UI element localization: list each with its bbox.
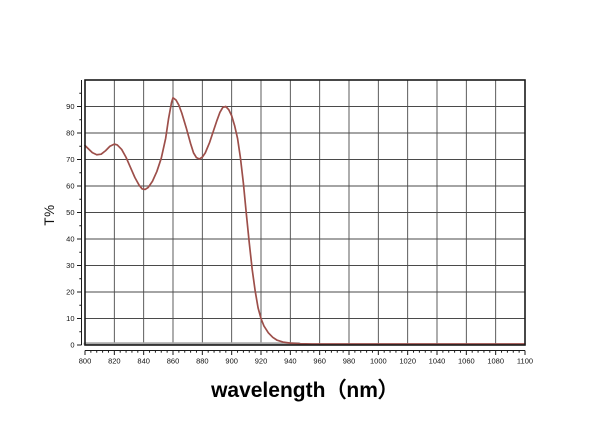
y-tick-label: 30 — [66, 261, 74, 270]
y-tick-label: 40 — [66, 235, 74, 244]
x-tick-label: 1000 — [370, 357, 387, 366]
x-tick-label: 860 — [167, 357, 180, 366]
y-tick-label: 20 — [66, 288, 74, 297]
y-tick-label: 50 — [66, 208, 74, 217]
x-tick-label: 1040 — [429, 357, 446, 366]
y-tick-label: 90 — [66, 102, 74, 111]
y-tick-label: 60 — [66, 182, 74, 191]
x-tick-label: 1080 — [487, 357, 504, 366]
y-axis-title: T% — [41, 204, 57, 226]
x-tick-label: 820 — [108, 357, 121, 366]
x-tick-label: 920 — [255, 357, 268, 366]
x-tick-label: 960 — [313, 357, 326, 366]
x-tick-label: 880 — [196, 357, 209, 366]
x-tick-label: 1060 — [458, 357, 475, 366]
x-tick-label: 940 — [284, 357, 297, 366]
x-tick-label: 800 — [79, 357, 92, 366]
y-tick-label: 70 — [66, 155, 74, 164]
x-tick-label: 980 — [343, 357, 356, 366]
y-tick-label: 80 — [66, 129, 74, 138]
x-tick-label: 900 — [225, 357, 238, 366]
x-tick-label: 1020 — [399, 357, 416, 366]
x-tick-label: 1100 — [517, 357, 533, 366]
series-transmission — [84, 96, 526, 345]
y-tick-label: 0 — [70, 341, 74, 350]
x-axis-title: wavelength（nm） — [211, 379, 399, 402]
plot-frame — [84, 79, 526, 346]
y-tick-label: 10 — [66, 314, 74, 323]
x-tick-label: 840 — [137, 357, 150, 366]
